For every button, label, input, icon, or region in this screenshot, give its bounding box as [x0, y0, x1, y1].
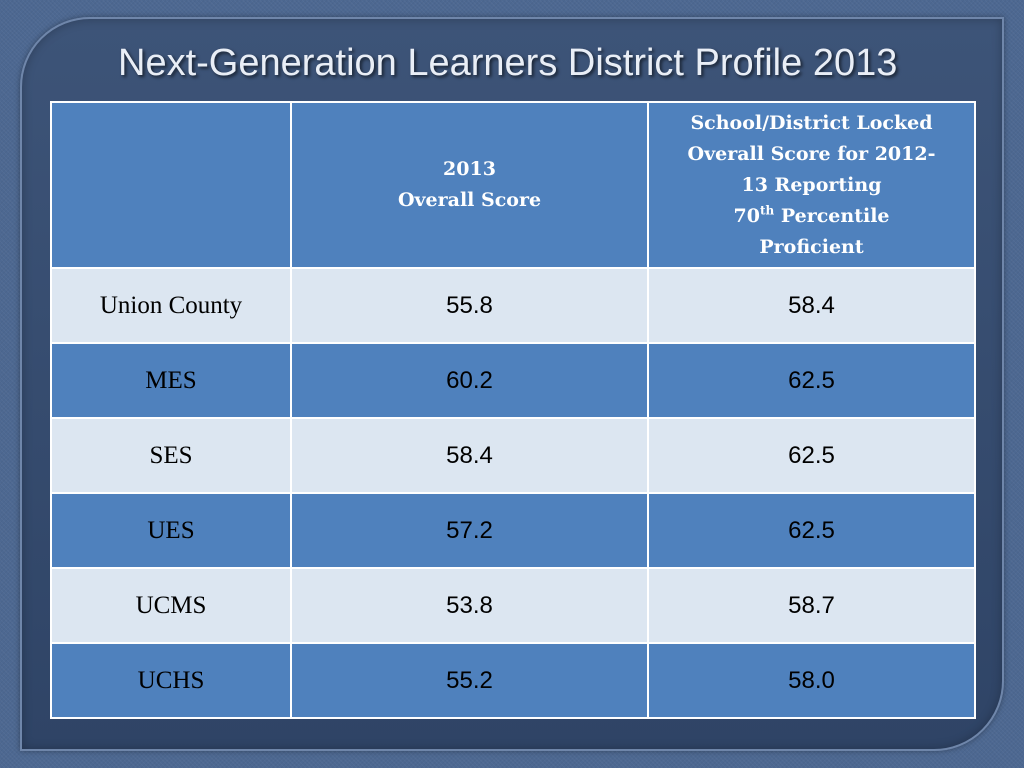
- table-row: UCMS 53.8 58.7: [50, 567, 976, 644]
- row-name-cell: Union County: [50, 267, 292, 344]
- locked-score-cell: 62.5: [647, 342, 976, 419]
- header-locked-score-line1: School/District Locked: [690, 111, 933, 134]
- row-name-cell: MES: [50, 342, 292, 419]
- header-locked-score-line3: 13 Reporting: [741, 173, 882, 196]
- locked-score-cell: 62.5: [647, 492, 976, 569]
- row-name-cell: UCMS: [50, 567, 292, 644]
- locked-score-cell: 62.5: [647, 417, 976, 494]
- slide-title: Next-Generation Learners District Profil…: [118, 42, 898, 84]
- header-overall-score: 2013 Overall Score: [290, 101, 649, 269]
- score-2013-cell: 57.2: [290, 492, 649, 569]
- score-2013-cell: 58.4: [290, 417, 649, 494]
- header-percentile-word: Percentile: [774, 204, 890, 227]
- header-empty-cell: [50, 101, 292, 269]
- row-name-cell: UES: [50, 492, 292, 569]
- table-row: UES 57.2 62.5: [50, 492, 976, 569]
- score-2013-cell: 55.8: [290, 267, 649, 344]
- header-overall-score-line2: Overall Score: [397, 189, 542, 211]
- locked-score-cell: 58.7: [647, 567, 976, 644]
- locked-score-cell: 58.4: [647, 267, 976, 344]
- header-percentile-number: 70: [733, 204, 760, 227]
- score-2013-cell: 60.2: [290, 342, 649, 419]
- header-overall-score-line1: 2013: [443, 158, 496, 180]
- locked-score-cell: 58.0: [647, 642, 976, 719]
- header-locked-score-line4: 70th Percentile: [649, 201, 974, 232]
- table-row: MES 60.2 62.5: [50, 342, 976, 419]
- score-2013-cell: 55.2: [290, 642, 649, 719]
- row-name-cell: SES: [50, 417, 292, 494]
- header-locked-score: School/District Locked Overall Score for…: [647, 101, 976, 269]
- header-percentile-ordinal: th: [759, 203, 775, 218]
- table-row: Union County 55.8 58.4: [50, 267, 976, 344]
- header-locked-score-line2: Overall Score for 2012-: [687, 142, 936, 165]
- table-row: UCHS 55.2 58.0: [50, 642, 976, 719]
- scores-table: 2013 Overall Score School/District Locke…: [50, 101, 976, 719]
- table-header-row: 2013 Overall Score School/District Locke…: [50, 101, 976, 269]
- table-row: SES 58.4 62.5: [50, 417, 976, 494]
- row-name-cell: UCHS: [50, 642, 292, 719]
- header-locked-score-line5: Proficient: [759, 235, 864, 258]
- score-2013-cell: 53.8: [290, 567, 649, 644]
